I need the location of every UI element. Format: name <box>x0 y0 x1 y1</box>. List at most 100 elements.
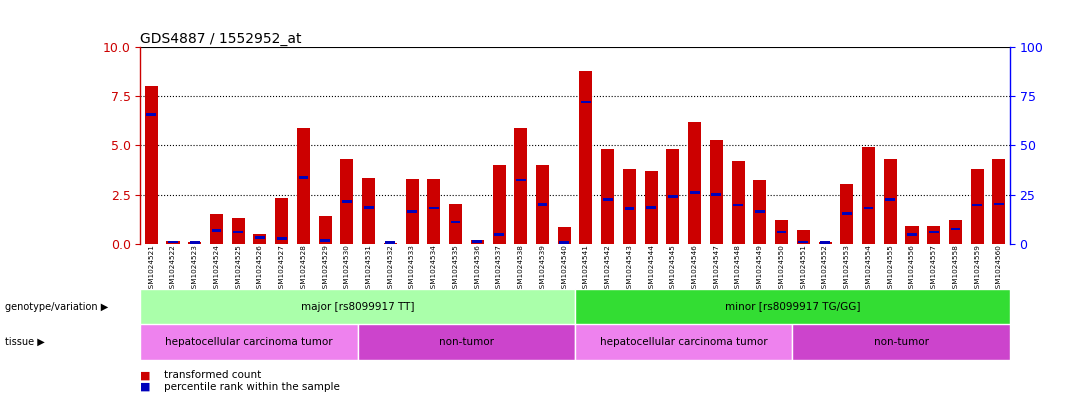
Bar <box>190 241 200 244</box>
Text: GSM1024523: GSM1024523 <box>192 244 198 294</box>
Bar <box>407 210 417 213</box>
Bar <box>145 86 158 244</box>
Bar <box>340 159 353 244</box>
Bar <box>357 324 576 360</box>
Bar <box>538 203 548 206</box>
Bar <box>188 242 201 244</box>
Text: ■: ■ <box>140 382 151 392</box>
Bar <box>603 198 612 200</box>
Bar <box>147 114 157 116</box>
Text: GSM1024534: GSM1024534 <box>431 244 436 294</box>
Bar <box>581 101 591 103</box>
Text: GSM1024550: GSM1024550 <box>779 244 784 294</box>
Bar <box>949 220 962 244</box>
Bar <box>602 149 615 244</box>
Bar <box>777 231 786 233</box>
Text: GSM1024548: GSM1024548 <box>735 244 741 294</box>
Text: GSM1024541: GSM1024541 <box>583 244 589 294</box>
Bar <box>210 214 222 244</box>
Bar <box>275 198 288 244</box>
Bar <box>907 233 917 236</box>
Text: non-tumor: non-tumor <box>438 337 494 347</box>
Bar <box>755 210 765 213</box>
Bar <box>646 206 656 209</box>
Bar <box>319 216 332 244</box>
Text: GSM1024521: GSM1024521 <box>148 244 154 294</box>
Bar <box>820 241 829 244</box>
Bar <box>883 159 896 244</box>
Bar <box>492 165 505 244</box>
Text: GSM1024555: GSM1024555 <box>888 244 893 294</box>
Bar <box>580 71 593 244</box>
Bar <box>905 226 918 244</box>
Bar <box>819 242 832 244</box>
Bar <box>864 207 874 209</box>
Bar <box>842 212 852 215</box>
Text: GSM1024538: GSM1024538 <box>517 244 524 294</box>
Text: GSM1024529: GSM1024529 <box>322 244 328 294</box>
Bar <box>449 204 462 244</box>
Bar <box>798 241 808 243</box>
Bar <box>428 179 441 244</box>
Bar <box>950 228 960 230</box>
Bar <box>797 230 810 244</box>
Bar <box>212 229 221 231</box>
Text: GSM1024542: GSM1024542 <box>605 244 610 294</box>
Bar <box>710 140 723 244</box>
Bar <box>254 234 267 244</box>
Bar <box>495 233 504 235</box>
Bar <box>666 149 679 244</box>
Text: percentile rank within the sample: percentile rank within the sample <box>164 382 340 392</box>
Text: GSM1024526: GSM1024526 <box>257 244 262 294</box>
Bar <box>793 324 1010 360</box>
Text: GSM1024545: GSM1024545 <box>670 244 676 294</box>
Text: GSM1024540: GSM1024540 <box>562 244 567 294</box>
Bar <box>516 178 526 181</box>
Bar <box>232 218 245 244</box>
Bar <box>168 241 178 243</box>
Bar <box>406 179 419 244</box>
Text: GSM1024552: GSM1024552 <box>822 244 828 294</box>
Bar <box>472 240 482 243</box>
Text: GSM1024525: GSM1024525 <box>235 244 241 294</box>
Text: non-tumor: non-tumor <box>874 337 929 347</box>
Bar <box>972 204 982 206</box>
Text: GSM1024539: GSM1024539 <box>540 244 545 294</box>
Bar <box>383 242 396 244</box>
Text: GSM1024536: GSM1024536 <box>474 244 481 294</box>
Text: hepatocellular carcinoma tumor: hepatocellular carcinoma tumor <box>165 337 333 347</box>
Text: hepatocellular carcinoma tumor: hepatocellular carcinoma tumor <box>600 337 768 347</box>
Bar <box>993 159 1005 244</box>
Text: GSM1024522: GSM1024522 <box>170 244 176 294</box>
Text: GSM1024547: GSM1024547 <box>714 244 719 294</box>
Text: GSM1024533: GSM1024533 <box>409 244 415 294</box>
Text: GSM1024544: GSM1024544 <box>648 244 654 294</box>
Bar <box>386 241 395 244</box>
Bar <box>840 184 853 244</box>
Bar <box>862 147 875 244</box>
Bar <box>559 241 569 244</box>
Bar <box>775 220 788 244</box>
Text: genotype/variation ▶: genotype/variation ▶ <box>5 301 109 312</box>
Bar <box>886 198 895 201</box>
Bar <box>429 207 438 209</box>
Text: GSM1024531: GSM1024531 <box>366 244 372 294</box>
Text: GSM1024537: GSM1024537 <box>496 244 502 294</box>
Bar <box>364 206 374 209</box>
Bar <box>557 227 570 244</box>
Text: GSM1024532: GSM1024532 <box>388 244 393 294</box>
Bar <box>140 289 576 324</box>
Bar <box>623 169 636 244</box>
Text: GSM1024557: GSM1024557 <box>931 244 936 294</box>
Bar <box>688 122 701 244</box>
Bar <box>928 226 941 244</box>
Text: GSM1024554: GSM1024554 <box>865 244 872 294</box>
Bar <box>140 324 357 360</box>
Bar <box>298 176 308 179</box>
Text: GSM1024528: GSM1024528 <box>300 244 307 294</box>
Bar <box>276 237 286 239</box>
Bar <box>362 178 375 244</box>
Bar <box>536 165 549 244</box>
Bar <box>731 161 744 244</box>
Text: GSM1024556: GSM1024556 <box>909 244 915 294</box>
